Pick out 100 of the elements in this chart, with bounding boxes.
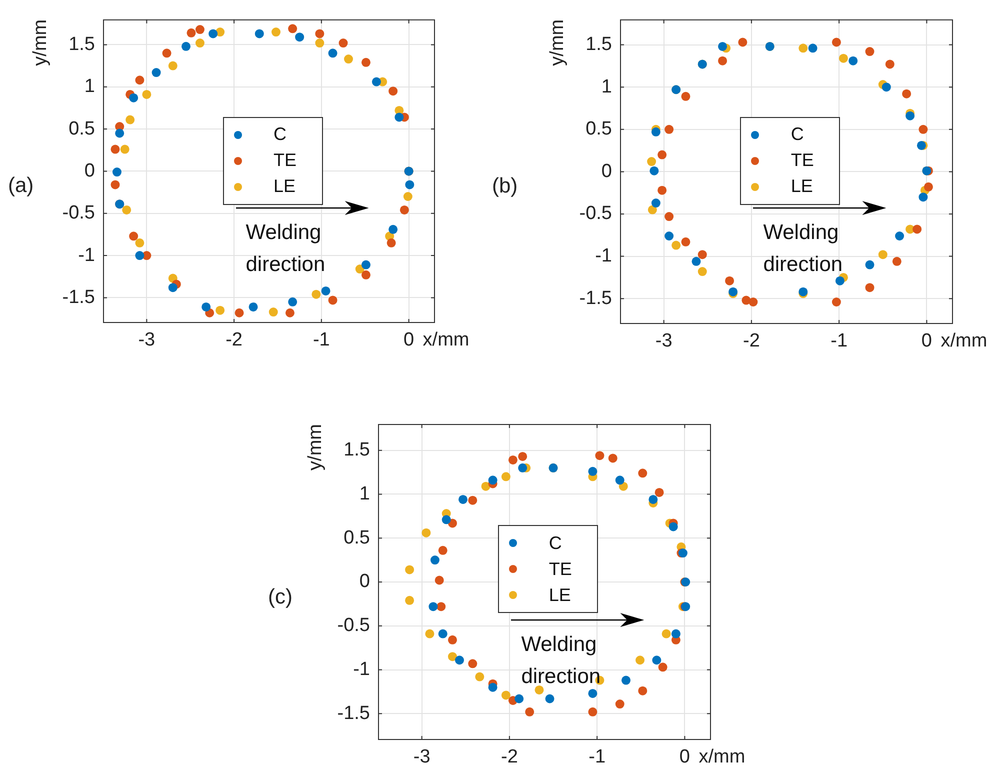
point — [142, 90, 152, 99]
point — [621, 676, 630, 685]
point — [400, 205, 409, 214]
point — [882, 82, 891, 92]
point — [608, 454, 618, 463]
point — [271, 28, 280, 37]
point — [906, 111, 915, 120]
point — [636, 656, 645, 665]
point — [328, 48, 338, 58]
point — [268, 308, 278, 317]
point — [651, 127, 660, 136]
point — [488, 682, 498, 692]
point — [422, 528, 431, 538]
point — [912, 224, 922, 234]
point — [372, 77, 381, 86]
x-tick-label: 0 — [679, 746, 690, 768]
point — [110, 180, 120, 190]
point — [545, 694, 554, 704]
point — [315, 38, 324, 48]
point — [651, 198, 660, 208]
point — [924, 182, 933, 192]
point — [832, 298, 841, 306]
point — [525, 707, 534, 716]
point — [588, 707, 598, 716]
point — [878, 250, 888, 260]
x-tick-label: -3 — [655, 330, 672, 352]
point — [202, 302, 211, 312]
point — [129, 93, 138, 102]
point — [152, 68, 161, 78]
y-tick-label: -1.5 — [337, 702, 370, 724]
point — [112, 168, 122, 177]
point — [615, 476, 624, 485]
y-tick-label: 0 — [84, 160, 95, 182]
legend-label: TE — [274, 150, 298, 172]
point — [216, 306, 225, 315]
point — [295, 32, 304, 42]
point — [534, 685, 544, 694]
point — [664, 232, 674, 241]
point — [838, 54, 848, 63]
y-tick-label: 0.5 — [586, 118, 612, 140]
point — [865, 47, 874, 56]
y-tick-label: 1 — [601, 76, 612, 98]
legend-label: LE — [548, 584, 572, 606]
point — [488, 476, 498, 485]
point — [338, 38, 348, 48]
point — [808, 44, 818, 53]
point — [832, 38, 841, 47]
point — [865, 283, 874, 292]
point — [638, 468, 648, 478]
point — [698, 250, 707, 260]
y-tick-label: 0.5 — [68, 118, 95, 140]
legend-label: TE — [790, 150, 815, 172]
point — [508, 455, 518, 464]
y-tick-label: -1.5 — [62, 286, 95, 308]
point — [458, 494, 468, 504]
y-tick-label: 1.5 — [344, 440, 370, 461]
point — [248, 302, 258, 312]
point — [798, 44, 808, 53]
point — [518, 452, 528, 461]
point — [405, 596, 414, 605]
point — [344, 54, 354, 64]
x-tick-label: -1 — [312, 330, 330, 351]
point — [135, 251, 144, 260]
point — [662, 629, 671, 638]
x-tick-label: -2 — [742, 330, 760, 352]
y-tick-label: -0.5 — [337, 615, 370, 636]
y-tick-label: 1 — [359, 483, 370, 504]
point — [135, 238, 144, 248]
point — [672, 240, 681, 250]
point — [361, 260, 370, 270]
point — [475, 672, 484, 682]
point — [615, 700, 624, 709]
point — [588, 688, 598, 698]
point — [388, 224, 398, 234]
y-tick-label: -1 — [595, 246, 612, 267]
point — [918, 124, 928, 134]
legend-label: C — [548, 532, 563, 554]
point — [405, 565, 414, 574]
point — [403, 192, 412, 201]
point — [386, 238, 396, 248]
point — [405, 180, 414, 190]
point — [168, 61, 178, 70]
point — [668, 522, 678, 532]
point — [288, 297, 298, 306]
point — [126, 115, 135, 124]
point — [182, 42, 190, 51]
point — [438, 546, 448, 555]
y-tick-label: -1 — [353, 659, 370, 680]
point — [285, 308, 294, 318]
point — [481, 482, 490, 491]
point — [650, 166, 659, 176]
legend-label: TE — [548, 558, 573, 580]
y-tick-label: 1 — [84, 76, 95, 98]
point — [315, 29, 324, 38]
point — [120, 144, 130, 154]
point — [638, 686, 648, 696]
legend-label: C — [274, 124, 288, 146]
point — [835, 276, 844, 286]
point — [168, 283, 178, 292]
point — [135, 76, 144, 85]
